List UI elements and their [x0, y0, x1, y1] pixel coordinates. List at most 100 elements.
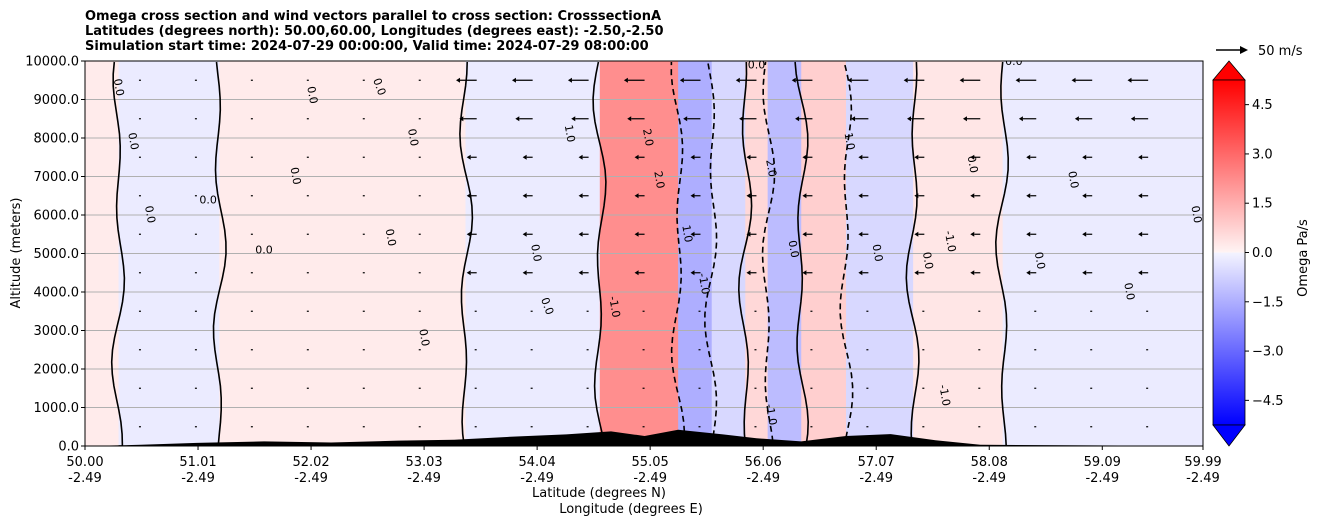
colorbar-extend-min: [1212, 424, 1246, 447]
contour-label-11: 0.0: [528, 243, 544, 262]
contour-label-25: 0.0: [965, 155, 981, 174]
wind-vector-head: [914, 231, 919, 237]
contour-label-20: 0.0: [786, 239, 802, 258]
contour-label-19: 2.0: [763, 158, 779, 177]
contour-line-7: [737, 61, 753, 446]
contour-line-4: [592, 61, 607, 446]
x-axis-label-longitude: Longitude (degrees E): [559, 502, 703, 517]
contour-label-10: 0.0: [416, 328, 432, 347]
x-tick-label-lon-4: -2.49: [520, 471, 554, 486]
contour-line-2: [212, 61, 227, 446]
wind-vector-head: [1026, 231, 1031, 237]
wind-vector-head: [690, 154, 695, 160]
x-tick-label-lat-1: 51.01: [179, 455, 216, 470]
wind-vector-head: [522, 270, 527, 276]
contour-label-32: -1.0: [763, 403, 780, 426]
y-tick-label-8: 8000.0: [34, 132, 80, 147]
wind-vector-head: [522, 231, 527, 237]
wind-vector-head: [858, 231, 863, 237]
wind-vector-head: [578, 231, 583, 237]
wind-vector-head: [1074, 116, 1079, 122]
wind-vector-head: [746, 193, 751, 199]
wind-vector-head: [1026, 193, 1031, 199]
wind-vector-head: [970, 154, 975, 160]
wind-vector-head: [511, 77, 516, 83]
wind-vector-head: [746, 270, 751, 276]
x-tick-label-lat-4: 54.04: [519, 455, 556, 470]
chart-title-block: Omega cross section and wind vectors par…: [85, 9, 664, 54]
contour-label-16: 1.0: [679, 224, 695, 243]
x-tick-label-lon-7: -2.49: [859, 471, 893, 486]
wind-vector-head: [970, 193, 975, 199]
wind-vector-head: [522, 154, 527, 160]
wind-vector-head: [970, 270, 975, 276]
y-tick-label-5: 5000.0: [34, 247, 80, 262]
contour-label-3: 0.0: [199, 193, 217, 206]
contour-label-15: 2.0: [651, 170, 667, 189]
contour-label-31: 0.0: [1005, 55, 1023, 68]
chart-title-line-3: Simulation start time: 2024-07-29 00:00:…: [85, 39, 649, 54]
contour-label-6: 0.0: [288, 166, 304, 185]
wind-vector-head: [466, 193, 471, 199]
wind-vector-head: [522, 193, 527, 199]
contour-label-17: -1.0: [696, 272, 713, 295]
y-tick-label-4: 4000.0: [34, 286, 80, 301]
wind-vector-head: [1071, 77, 1076, 83]
contour-label-26: 0.0: [1032, 251, 1048, 270]
y-tick-label-6: 6000.0: [34, 209, 80, 224]
contour-label-layer: 0.0 0.0 0.0 0.0 0.0 0.0 0.0 0.0 0.0 0.0 0.0 0.0 0.0 1…: [111, 55, 1203, 426]
wind-vector-head: [914, 193, 919, 199]
x-tick-label-lat-5: 55.05: [632, 455, 669, 470]
wind-vector-head: [1082, 154, 1087, 160]
wind-vector-head: [578, 154, 583, 160]
wind-vector-head: [571, 116, 576, 122]
contour-label-8: 0.0: [405, 128, 421, 147]
wind-vector-head: [578, 270, 583, 276]
contour-label-13: 1.0: [562, 124, 578, 143]
wind-vector-layer: [138, 77, 1149, 428]
colorbar-gradient: [1212, 79, 1246, 426]
contour-line-12: [994, 61, 1010, 446]
wind-vector-head: [959, 77, 964, 83]
wind-vector-head: [1138, 193, 1143, 199]
wind-vector-head: [795, 116, 800, 122]
wind-vector-head: [903, 77, 908, 83]
x-tick-label-lon-3: -2.49: [407, 471, 441, 486]
colorbar: 4.5 3.0 1.5 0.0 −1.5 −3.0 −4.5 Omega Pa/s: [1212, 60, 1311, 447]
quiver-key-arrowhead: [1240, 46, 1248, 54]
contour-label-14: 2.0: [640, 128, 656, 147]
wind-vector-head: [739, 116, 744, 122]
x-tick-label-lat-8: 58.08: [971, 455, 1008, 470]
contour-label-30: 0.0: [748, 59, 766, 72]
contour-label-27: 0.0: [1065, 170, 1081, 189]
wind-vector-head: [1026, 154, 1031, 160]
y-tick-label-1: 1000.0: [34, 401, 80, 416]
y-tick-label-2: 2000.0: [34, 363, 80, 378]
terrain-fill: [85, 429, 1203, 446]
wind-vector-head: [735, 77, 740, 83]
contour-label-21: 1.0: [842, 131, 858, 150]
contour-line-9: [794, 61, 810, 446]
x-tick-label-lon-10: -2.49: [1186, 471, 1220, 486]
wind-vector-head: [1130, 116, 1135, 122]
wind-vector-head: [515, 116, 520, 122]
wind-vector-head: [623, 77, 628, 83]
wind-vector-head: [1138, 154, 1143, 160]
wind-vector-head: [578, 193, 583, 199]
x-tick-label-lat-3: 53.03: [405, 455, 442, 470]
wind-vector-head: [858, 270, 863, 276]
x-tick-label-lat-9: 59.09: [1084, 455, 1121, 470]
wind-vector-head: [914, 154, 919, 160]
wind-vector-head: [962, 116, 967, 122]
terrain-layer: [85, 429, 1203, 446]
x-tick-label-lat-0: 50.00: [66, 455, 103, 470]
contour-line-11: [905, 61, 920, 446]
y-tick-label-0: 0.0: [58, 440, 79, 455]
wind-vector-head: [1082, 193, 1087, 199]
y-axis-label: Altitude (meters): [9, 198, 24, 309]
colorbar-ticks: 4.5 3.0 1.5 0.0 −1.5 −3.0 −4.5: [1245, 98, 1284, 409]
chart-title-line-2: Latitudes (degrees north): 50.00,60.00, …: [85, 24, 664, 39]
x-tick-label-lon-1: -2.49: [181, 471, 215, 486]
colorbar-tick-label-2: 1.5: [1252, 197, 1273, 212]
